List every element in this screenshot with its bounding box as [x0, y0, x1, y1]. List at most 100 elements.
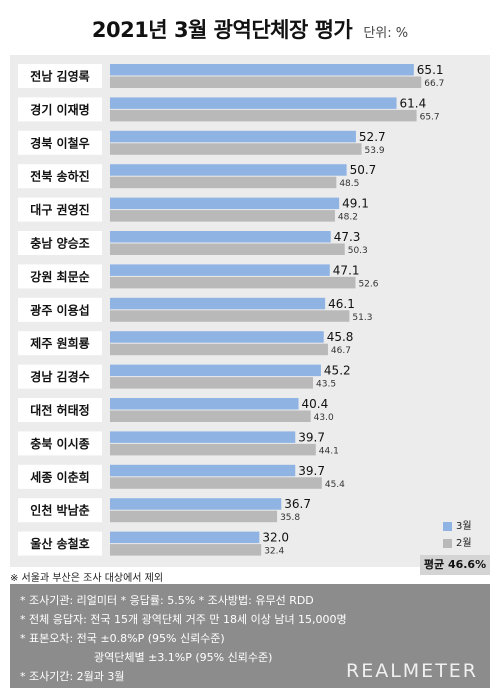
- category-label-box: [18, 498, 102, 523]
- value-label-february: 32.4: [264, 547, 284, 557]
- bar-february: [110, 510, 278, 523]
- bar-march: [110, 164, 347, 176]
- category-label-box: [18, 197, 102, 222]
- bar-february: [110, 477, 322, 489]
- value-label-march: 52.7: [359, 130, 386, 144]
- value-label-february: 43.5: [316, 380, 336, 390]
- legend-label-february: 2월: [456, 538, 472, 549]
- value-label-february: 50.3: [348, 246, 368, 256]
- category-label: 경북 이철우: [30, 135, 89, 150]
- unit-label: 단위: %: [363, 26, 409, 41]
- bar-february: [110, 377, 313, 389]
- value-label-february: 46.7: [331, 346, 351, 356]
- info-line-5: * 조사기간: 2월과 3월: [20, 670, 125, 683]
- category-label: 충북 이시종: [30, 436, 89, 451]
- category-label: 대전 허태정: [30, 403, 89, 418]
- legend-item-february: 2월: [443, 534, 472, 549]
- category-label: 충남 양승조: [30, 236, 89, 251]
- legend-swatch-march: [443, 521, 452, 531]
- value-label-march: 45.2: [324, 364, 351, 378]
- bar-march: [110, 64, 414, 76]
- category-label-box: [18, 364, 102, 389]
- category-label-box: [18, 97, 102, 122]
- chart-title: 2021년 3월 광역단체장 평가: [91, 18, 353, 42]
- value-label-february: 52.6: [358, 279, 378, 289]
- bar-march: [110, 331, 324, 343]
- value-label-march: 40.4: [302, 397, 329, 411]
- bar-march: [110, 97, 397, 109]
- legend-label-march: 3월: [456, 521, 472, 532]
- legend-item-march: 3월: [443, 517, 472, 532]
- category-label-box: [18, 130, 102, 155]
- category-label: 제주 원희룡: [30, 336, 89, 351]
- category-label: 전북 송하진: [30, 169, 89, 184]
- bar-february: [110, 176, 337, 189]
- bar-march: [110, 531, 260, 544]
- info-line-1: * 조사기관: 리얼미터 * 응답률: 5.5% * 조사방법: 유무선 RDD: [20, 594, 314, 607]
- bar-february: [110, 544, 262, 556]
- bar-march: [110, 364, 321, 377]
- bar-march: [110, 231, 331, 243]
- category-label: 경기 이재명: [30, 102, 89, 117]
- value-label-february: 35.8: [280, 513, 300, 523]
- value-label-february: 48.5: [339, 179, 359, 189]
- value-label-february: 48.2: [338, 213, 358, 223]
- bar-february: [110, 243, 345, 255]
- value-label-march: 47.3: [334, 230, 361, 244]
- category-label: 세종 이춘희: [30, 469, 89, 484]
- category-label-box: [18, 297, 102, 322]
- category-label-box: [18, 531, 102, 556]
- bar-march: [110, 197, 340, 210]
- bar-march: [110, 464, 296, 477]
- value-label-february: 44.1: [319, 446, 339, 456]
- bar-february: [110, 143, 362, 155]
- value-label-february: 65.7: [420, 112, 440, 122]
- bar-february: [110, 210, 335, 222]
- bar-february: [110, 310, 350, 322]
- value-label-march: 36.7: [284, 497, 311, 511]
- category-label: 인천 박남춘: [30, 503, 89, 518]
- survey-info-box: * 조사기관: 리얼미터 * 응답률: 5.5% * 조사방법: 유무선 RDD…: [10, 584, 490, 688]
- value-label-march: 47.1: [333, 263, 360, 277]
- category-label-box: [18, 431, 102, 456]
- value-label-february: 53.9: [365, 146, 385, 156]
- value-label-march: 65.1: [417, 63, 444, 77]
- category-label: 울산 송철호: [30, 536, 89, 551]
- value-label-february: 45.4: [325, 480, 345, 490]
- info-line-4: 광역단체별 ±3.1%P (95% 신뢰수준): [94, 651, 273, 664]
- value-label-march: 45.8: [327, 330, 354, 344]
- bar-march: [110, 130, 356, 143]
- bar-march: [110, 264, 330, 276]
- brand-logo: REALMETER: [346, 660, 478, 682]
- category-label-box: [18, 464, 102, 489]
- bar-march: [110, 398, 299, 410]
- bar-february: [110, 343, 328, 356]
- category-label: 강원 최문순: [30, 269, 89, 284]
- category-label-box: [18, 398, 102, 422]
- average-badge: 평균 46.6%: [420, 555, 490, 575]
- info-line-3: * 표본오차: 전국 ±0.8%P (95% 신뢰수준): [20, 632, 225, 645]
- value-label-march: 49.1: [342, 197, 369, 211]
- bar-march: [110, 431, 296, 443]
- category-label: 광주 이용섭: [30, 302, 89, 317]
- bar-chart: 전남 김영록 65.1 66.7 경기 이재명 61.4 65.7 경북 이철우 52.7 53…: [18, 63, 444, 557]
- category-label: 경남 김경수: [30, 369, 89, 384]
- category-label-box: [18, 231, 102, 255]
- bar-march: [110, 297, 326, 310]
- category-label-box: [18, 331, 102, 356]
- value-label-march: 61.4: [400, 96, 427, 110]
- bar-february: [110, 443, 316, 456]
- value-label-february: 43.0: [314, 413, 334, 423]
- bar-february: [110, 276, 356, 289]
- value-label-march: 39.7: [298, 464, 325, 478]
- value-label-march: 50.7: [350, 163, 377, 177]
- title-row: 2021년 3월 광역단체장 평가 단위: %: [0, 14, 500, 44]
- category-label-box: [18, 164, 102, 189]
- category-label-box: [18, 64, 102, 88]
- category-label: 전남 김영록: [30, 69, 89, 84]
- bar-march: [110, 498, 282, 510]
- bar-february: [110, 109, 417, 122]
- category-label: 대구 권영진: [30, 202, 89, 217]
- chart-area: 전남 김영록 65.1 66.7 경기 이재명 61.4 65.7 경북 이철우 52.7 53…: [10, 55, 490, 567]
